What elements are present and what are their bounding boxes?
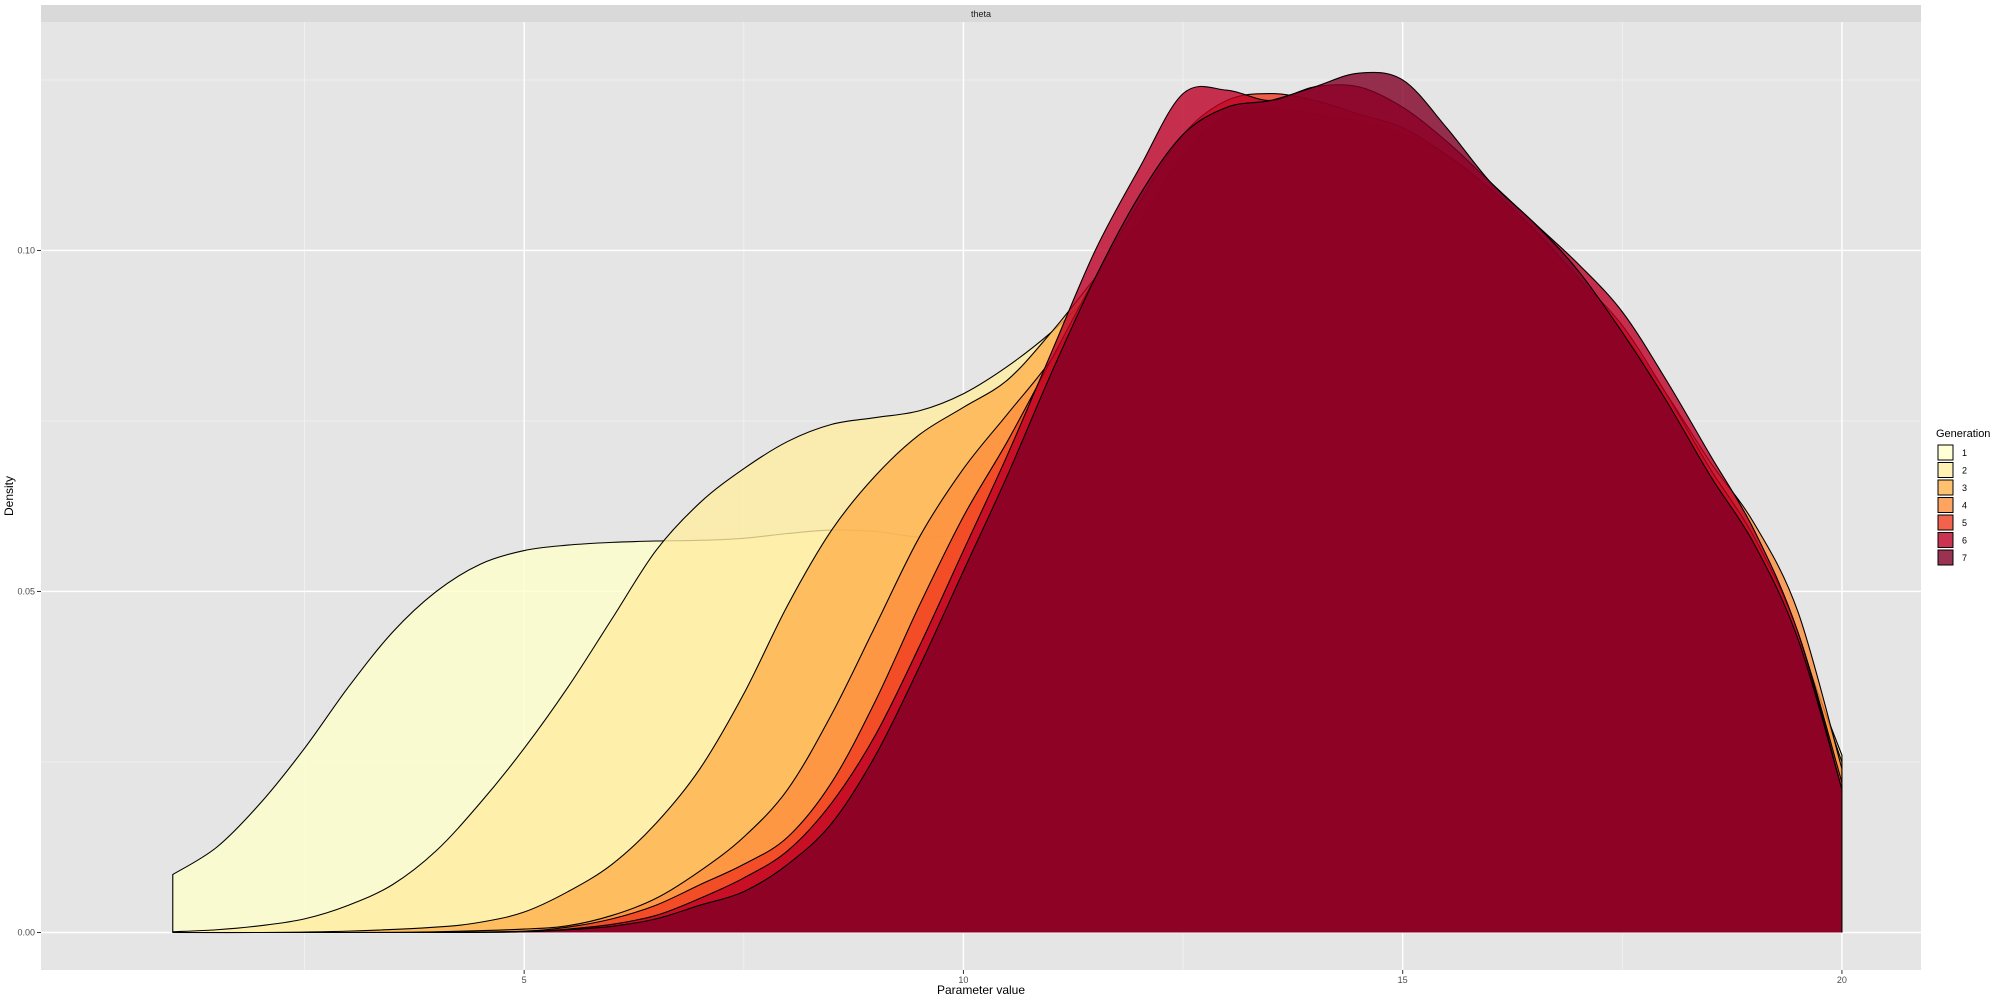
legend-label-gen-3: 3 bbox=[1962, 483, 1967, 493]
legend-label-gen-5: 5 bbox=[1962, 518, 1967, 528]
legend-key-gen-4 bbox=[1937, 497, 1954, 513]
legend-label-gen-7: 7 bbox=[1962, 553, 1967, 563]
legend-key-gen-6 bbox=[1937, 532, 1954, 548]
legend-label-gen-2: 2 bbox=[1962, 466, 1967, 476]
legend-key-gen-2 bbox=[1937, 462, 1954, 478]
y-tick-label: 0.00 bbox=[17, 927, 35, 937]
density-outline-gen-7 bbox=[172, 71, 1843, 934]
legend-key-gen-5 bbox=[1937, 514, 1954, 531]
legend-key-gen-3 bbox=[1937, 479, 1954, 496]
x-axis-title: Parameter value bbox=[937, 983, 1025, 997]
legend-label-gen-6: 6 bbox=[1962, 536, 1967, 546]
x-tick-label: 10 bbox=[958, 975, 968, 985]
facet-strip bbox=[41, 5, 1921, 22]
legend: Generation 1 2 3 4 5 6 7 bbox=[1936, 428, 1990, 566]
density-series bbox=[172, 71, 1843, 934]
y-axis: 0.00 0.05 0.10 bbox=[17, 245, 41, 937]
x-tick-label: 20 bbox=[1837, 975, 1847, 985]
legend-keys: 1 2 3 4 5 6 7 bbox=[1937, 444, 1967, 566]
x-tick-label: 15 bbox=[1398, 975, 1408, 985]
x-tick-label: 5 bbox=[522, 975, 527, 985]
legend-label-gen-4: 4 bbox=[1962, 501, 1967, 511]
legend-label-gen-1: 1 bbox=[1962, 448, 1967, 458]
density-area-gen-7 bbox=[172, 72, 1842, 933]
legend-title: Generation bbox=[1936, 428, 1990, 440]
legend-key-gen-7 bbox=[1937, 549, 1954, 566]
y-tick-label: 0.10 bbox=[17, 245, 35, 255]
facet-strip-label: theta bbox=[971, 9, 991, 19]
y-tick-label: 0.05 bbox=[17, 586, 35, 596]
legend-key-gen-1 bbox=[1937, 444, 1954, 461]
x-axis: 5 10 15 20 bbox=[522, 970, 1847, 985]
density-outline-gen-6 bbox=[172, 84, 1843, 934]
y-axis-title: Density bbox=[2, 476, 16, 516]
